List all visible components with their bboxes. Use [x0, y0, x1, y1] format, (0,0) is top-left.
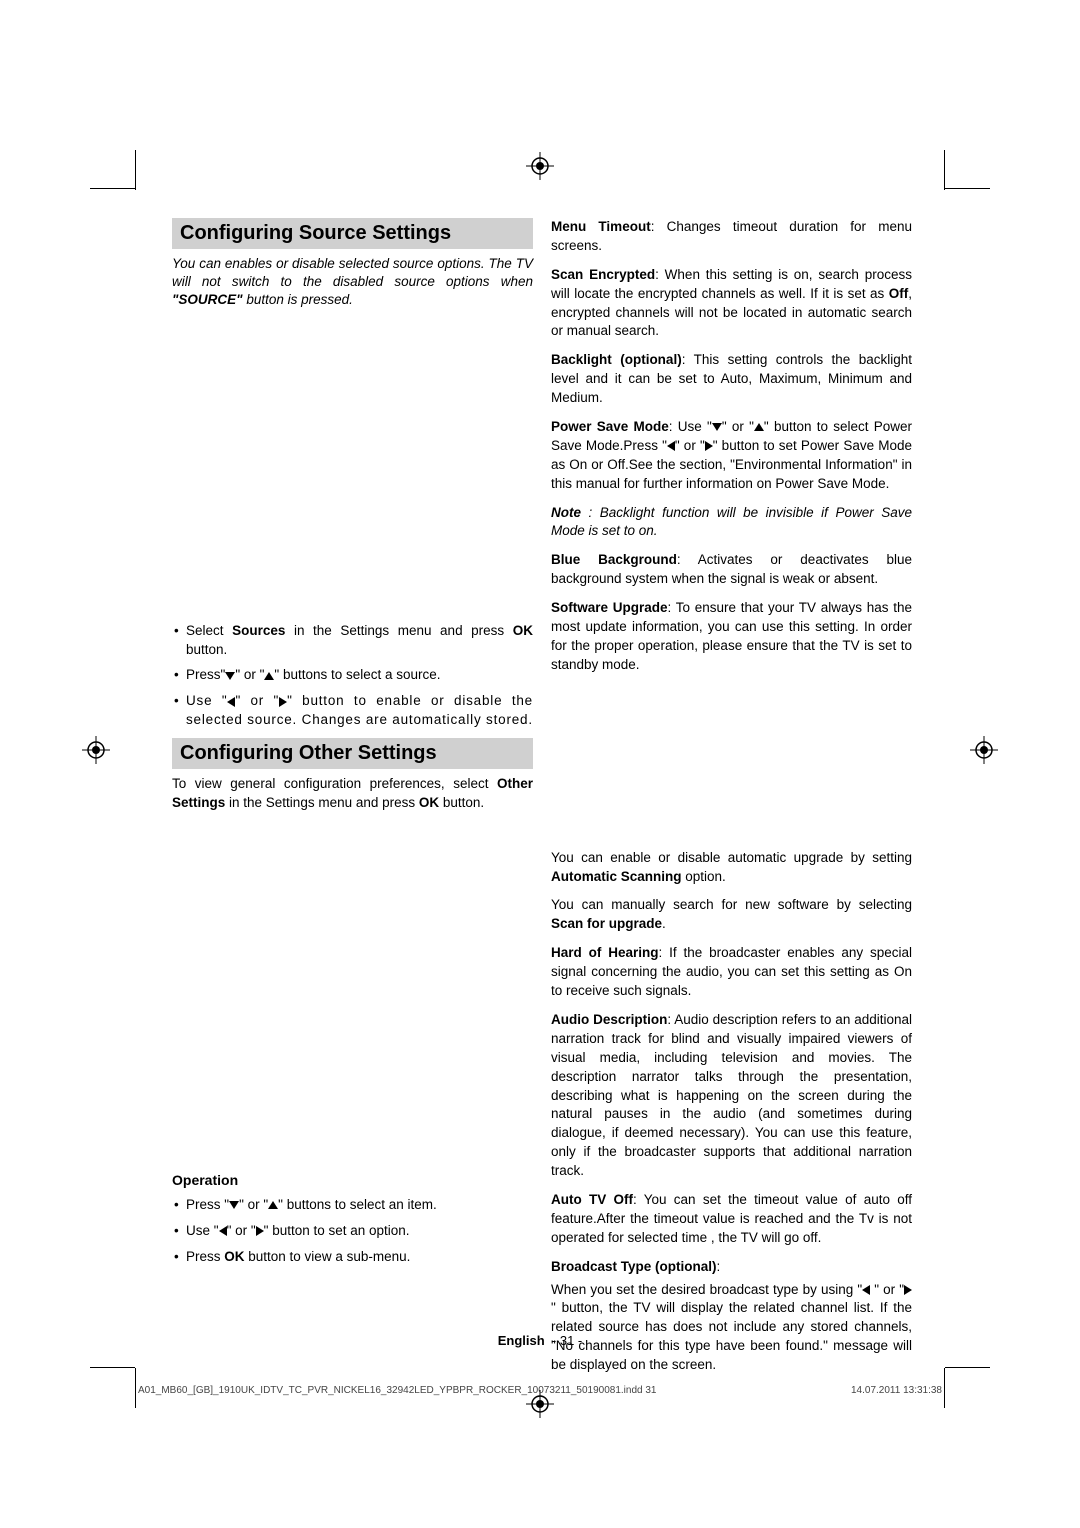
list-item: Select Sources in the Settings menu and …	[172, 622, 533, 660]
down-arrow-icon	[229, 1201, 239, 1209]
power-save-mode-item: Power Save Mode: Use "" or "" button to …	[551, 418, 912, 494]
registration-mark-icon	[526, 152, 554, 180]
list-item: Use "" or "" button to enable or disable…	[172, 692, 533, 730]
hard-of-hearing-item: Hard of Hearing: If the broadcaster enab…	[551, 944, 912, 1001]
auto-tv-off-item: Auto TV Off: You can set the timeout val…	[551, 1191, 912, 1248]
registration-mark-icon	[970, 736, 998, 764]
list-item: Use "" or "" button to set an option.	[172, 1222, 533, 1241]
right-arrow-icon	[256, 1226, 264, 1236]
list-item: Press"" or "" buttons to select a source…	[172, 666, 533, 685]
broadcast-type-text: When you set the desired broadcast type …	[551, 1281, 912, 1375]
left-arrow-icon	[667, 441, 675, 451]
software-upgrade-item: Software Upgrade: To ensure that your TV…	[551, 599, 912, 675]
other-settings-intro: To view general conﬁguration preferences…	[172, 775, 533, 813]
right-column: Menu Timeout: Changes timeout duration f…	[551, 218, 912, 1320]
page-footer: English - 31 -	[0, 1333, 1080, 1348]
note-item: Note : Backlight function will be invisi…	[551, 504, 912, 542]
up-arrow-icon	[754, 423, 764, 431]
bullet-list-sources: Select Sources in the Settings menu and …	[172, 622, 533, 730]
broadcast-type-label: Broadcast Type (optional):	[551, 1258, 912, 1277]
bullet-list-operation: Press "" or "" buttons to select an item…	[172, 1196, 533, 1267]
right-arrow-icon	[705, 441, 713, 451]
doc-footer: A01_MB60_[GB]_1910UK_IDTV_TC_PVR_NICKEL1…	[138, 1385, 942, 1396]
down-arrow-icon	[712, 423, 722, 431]
list-item: Press "" or "" buttons to select an item…	[172, 1196, 533, 1215]
menu-timeout-item: Menu Timeout: Changes timeout duration f…	[551, 218, 912, 256]
heading-other-settings: Conﬁguring Other Settings	[172, 738, 533, 769]
down-arrow-icon	[225, 672, 235, 680]
scan-encrypted-item: Scan Encrypted: When this setting is on,…	[551, 266, 912, 342]
left-arrow-icon	[862, 1285, 870, 1295]
auto-upgrade-text: You can enable or disable automatic upgr…	[551, 849, 912, 887]
screenshot-upgrade	[551, 685, 912, 835]
manual-scan-text: You can manually search for new software…	[551, 896, 912, 934]
heading-source-settings: Conﬁguring Source Settings	[172, 218, 533, 249]
doc-timestamp: 14.07.2011 13:31:38	[851, 1385, 942, 1396]
right-arrow-icon	[279, 697, 287, 707]
left-column: Conﬁguring Source Settings You can enabl…	[172, 218, 533, 1320]
list-item: Press OK button to view a sub-menu.	[172, 1248, 533, 1267]
intro-paragraph: You can enables or disable selected sour…	[172, 255, 533, 310]
left-arrow-icon	[219, 1226, 227, 1236]
registration-mark-icon	[82, 736, 110, 764]
screenshot-sources	[172, 318, 533, 608]
right-arrow-icon	[904, 1285, 912, 1295]
doc-filename: A01_MB60_[GB]_1910UK_IDTV_TC_PVR_NICKEL1…	[138, 1385, 657, 1396]
up-arrow-icon	[268, 1201, 278, 1209]
operation-heading: Operation	[172, 1172, 533, 1188]
page-body: Conﬁguring Source Settings You can enabl…	[172, 218, 912, 1320]
blue-background-item: Blue Background: Activates or deactivate…	[551, 551, 912, 589]
backlight-item: Backlight (optional): This setting contr…	[551, 351, 912, 408]
audio-description-item: Audio Description: Audio description ref…	[551, 1011, 912, 1181]
screenshot-other-settings	[172, 823, 533, 1158]
up-arrow-icon	[264, 672, 274, 680]
